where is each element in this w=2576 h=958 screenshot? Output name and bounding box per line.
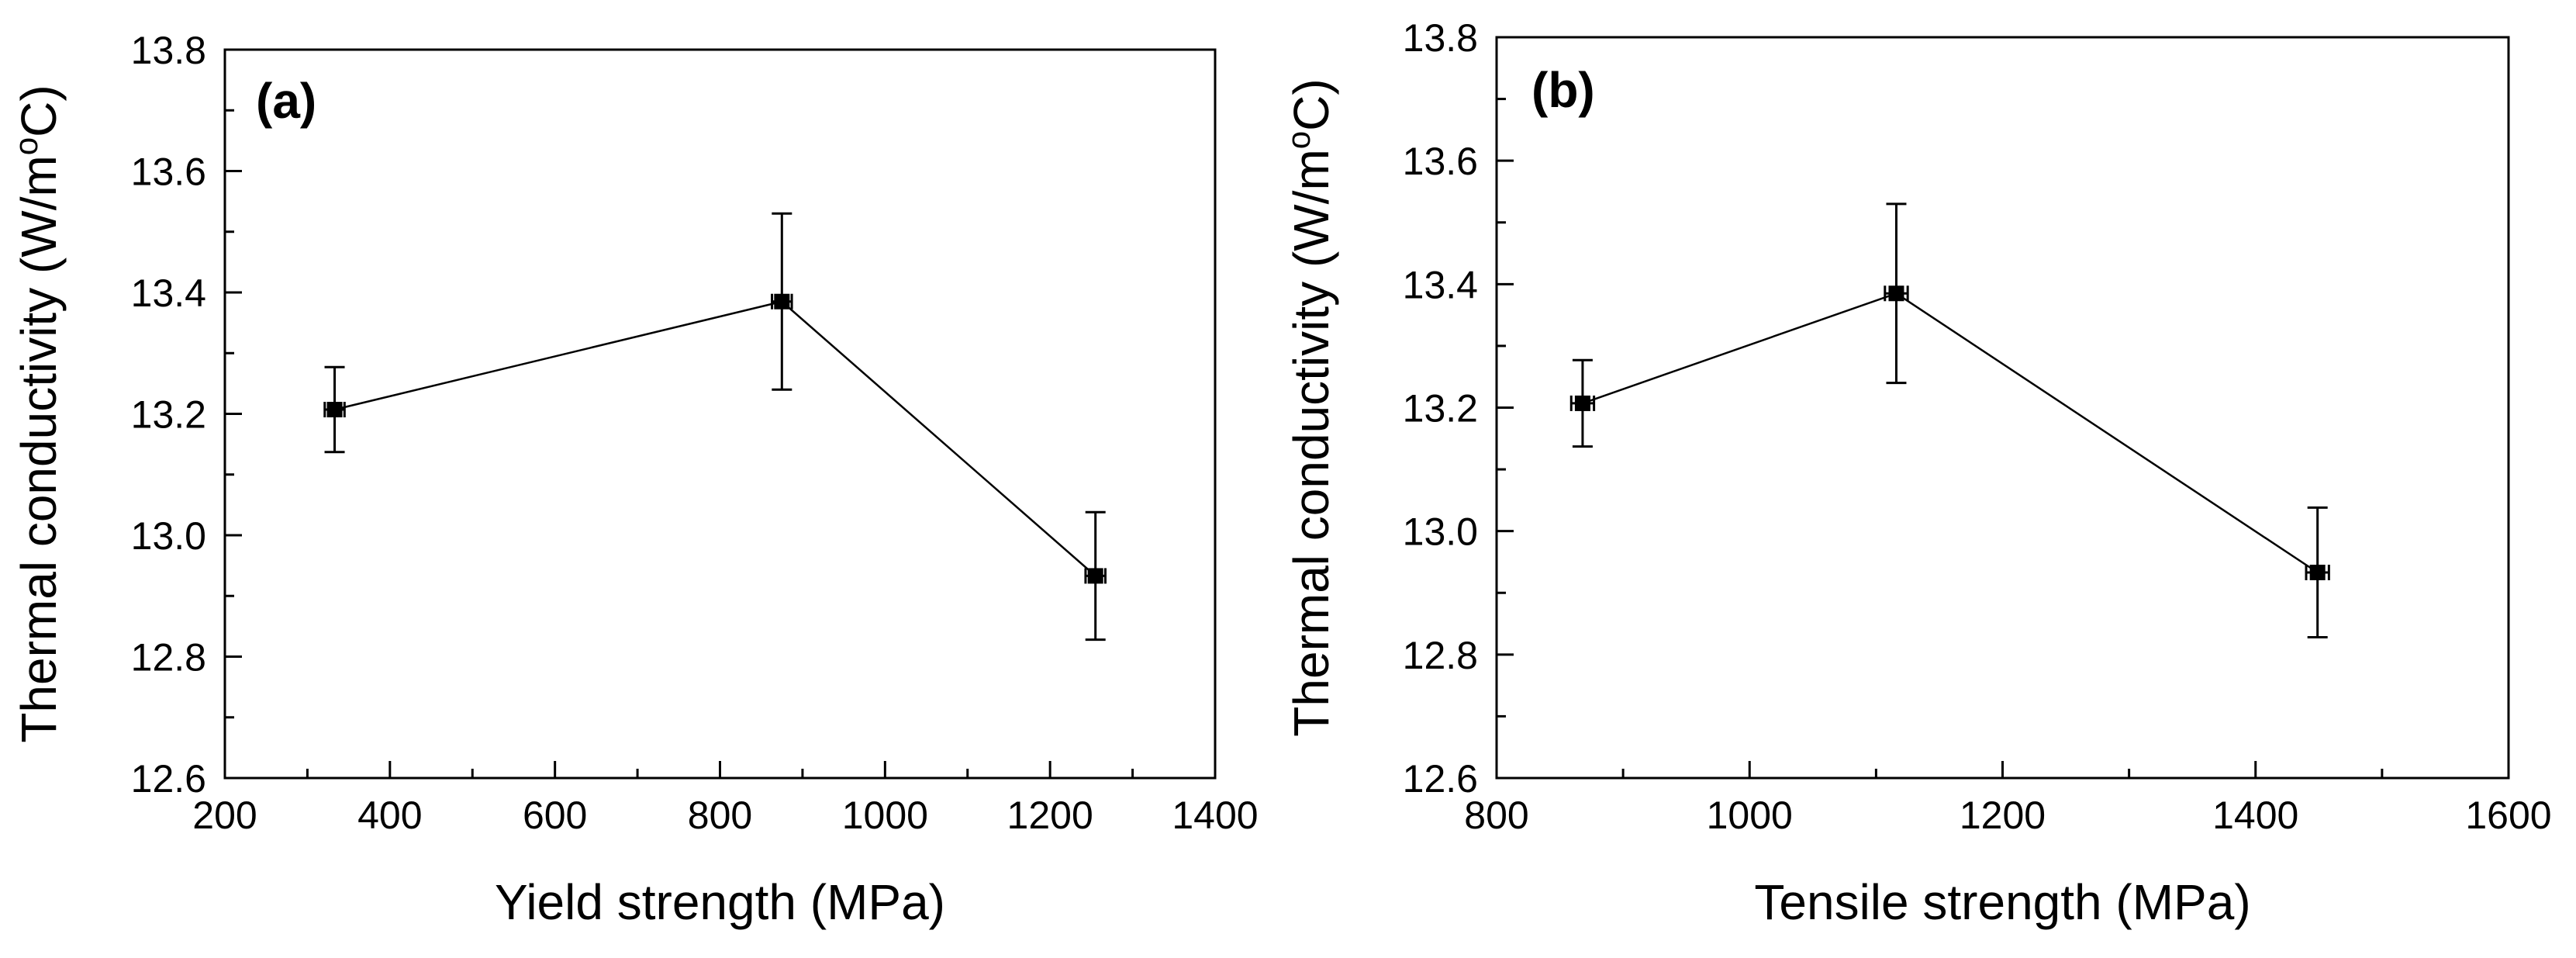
chart-b-data-point — [1574, 395, 1590, 411]
chart-b-y-tick-label: 13.4 — [1403, 263, 1478, 306]
chart-b-y-tick-label: 13.2 — [1403, 387, 1478, 431]
chart-a-series-line — [334, 300, 1096, 577]
chart-b-panel-label: (b) — [1531, 62, 1595, 118]
chart-b-x-tick-label: 800 — [1464, 794, 1528, 837]
chart-a-panel-label: (a) — [256, 73, 316, 129]
chart-b-y-tick-label: 12.8 — [1403, 634, 1478, 677]
chart-b-y-tick-label: 13.6 — [1403, 140, 1478, 183]
chart-b-data-point — [1888, 285, 1904, 302]
chart-b-x-tick-label: 1600 — [2465, 794, 2551, 837]
chart-a-data-point — [1087, 568, 1103, 584]
panel-a: 200 400 600 800 1000 1200 1400 12.6 12.8 13.0 13.2… — [8, 29, 1259, 930]
panel-b: 800 1000 1200 1400 1600 12.6 12.8 13.0 13.2 13.4 1… — [1280, 16, 2552, 930]
chart-b-data-point — [2309, 564, 2326, 580]
chart-a-x-axis-title: Yield strength (MPa) — [495, 874, 945, 930]
chart-a-y-tick-label: 12.6 — [131, 757, 206, 801]
chart-a-y-tick-label: 13.0 — [131, 514, 206, 558]
chart-a-y-tick-label: 13.6 — [131, 150, 206, 194]
chart-a-y-axis-title: Thermal conductivity (W/moC) — [8, 85, 67, 742]
chart-b-x-tick-label: 1400 — [2212, 794, 2298, 837]
chart-a-x-tick-label: 1200 — [1007, 794, 1093, 837]
chart-a-x-tick-label: 200 — [192, 794, 257, 837]
chart-a-x-tick-label: 1000 — [842, 794, 928, 837]
chart-a-data-point — [774, 293, 790, 310]
chart-a-x-tick-label: 400 — [357, 794, 422, 837]
chart-b-y-tick-label: 12.6 — [1403, 757, 1478, 801]
chart-b-y-axis-title: Thermal conductivity (W/moC) — [1280, 78, 1339, 736]
chart-b-x-axis-title: Tensile strength (MPa) — [1754, 874, 2250, 930]
chart-a-y-tick-label: 12.8 — [131, 636, 206, 680]
chart-a-y-tick-label: 13.8 — [131, 29, 206, 72]
chart-b-series-line — [1582, 292, 2319, 574]
chart-a-x-tick-label: 600 — [523, 794, 587, 837]
chart-a-x-tick-label: 1400 — [1172, 794, 1258, 837]
chart-b-x-tick-label: 1200 — [1960, 794, 2046, 837]
chart-a-y-tick-label: 13.2 — [131, 393, 206, 437]
chart-a-data-point — [326, 402, 343, 418]
chart-b-y-tick-label: 13.0 — [1403, 510, 1478, 554]
chart-a-x-tick-label: 800 — [688, 794, 752, 837]
chart-b-x-tick-label: 1000 — [1707, 794, 1793, 837]
chart-a-y-tick-label: 13.4 — [131, 271, 206, 315]
chart-a-plot-frame — [223, 48, 1217, 780]
chart-b-y-tick-label: 13.8 — [1403, 16, 1478, 60]
chart-b-plot-frame — [1495, 36, 2510, 780]
